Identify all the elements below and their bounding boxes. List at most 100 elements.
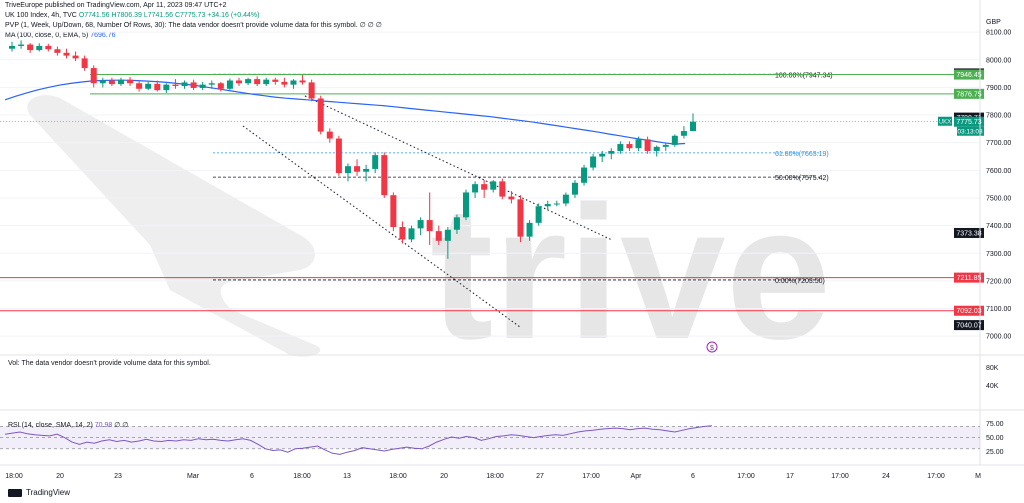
candle-body (463, 192, 469, 218)
candle-body (481, 184, 488, 190)
time-axis[interactable]: 18:00 20 23 Mar 6 18:00 13 18:00 20 18:00 27 17:00 A… (5, 473, 981, 480)
candle-body (417, 220, 424, 229)
price-label-box (954, 88, 984, 99)
candle-body (172, 84, 179, 87)
symbol-name[interactable]: UK 100 Index, 4h, TVC (5, 12, 77, 19)
symbol-tag-box (938, 116, 952, 126)
candle-body (181, 82, 188, 87)
fib-level-label: 100.00%(7947.34) (775, 72, 833, 79)
candle-body (526, 222, 533, 237)
candle-body (190, 82, 197, 88)
vol-tick-label: 80K (986, 365, 999, 372)
currency-label: GBP (986, 19, 1001, 26)
rsi-tick-label: 50.00 (986, 435, 1004, 442)
candle-body (453, 217, 460, 230)
candle-body (18, 44, 25, 46)
volume-axis: 80K 40K (986, 365, 999, 390)
candle-body (90, 68, 97, 84)
candle-body (590, 156, 597, 168)
candle-body (154, 83, 161, 91)
time-tick-label: 17:00 (927, 473, 945, 480)
candle-body (662, 144, 669, 147)
candle-body (99, 80, 106, 84)
time-tick-label: 17:00 (737, 473, 755, 480)
candle-body (581, 167, 588, 183)
vol-tick-label: 40K (986, 383, 999, 390)
grid-lines (0, 31, 980, 337)
rsi-pane[interactable]: 75.00 50.00 25.00 (0, 421, 1004, 456)
candle-body (690, 121, 696, 132)
fib-level-label: 50.00%(7575.42) (775, 175, 829, 182)
candle-body (81, 58, 88, 69)
price-tick-label: 7200.00 (986, 278, 1011, 285)
price-label-box (954, 116, 984, 127)
candle-body (63, 52, 70, 56)
candle-body (136, 83, 143, 89)
horizontal-levels[interactable] (0, 74, 980, 312)
ma-legend[interactable]: MA (100, close, 0, EMA, 5) 7696.76 (5, 31, 116, 41)
trendline-lower (242, 125, 521, 328)
candle-body (671, 135, 678, 145)
time-tick-label: 20 (440, 473, 448, 480)
price-label: 7211.85 (957, 275, 982, 282)
ohlc-close: C7775.73 (174, 12, 206, 19)
candle-body (517, 199, 524, 237)
price-tick-label: 7000.00 (986, 334, 1011, 341)
price-change: +34.16 (+0.44%) (207, 12, 260, 19)
candle-body (535, 206, 542, 223)
candle-body (508, 196, 515, 200)
pvp-label: PVP (1, Week, Up/Down, 68, Number Of Row… (5, 22, 358, 29)
candle-body (426, 220, 433, 232)
candle-body (281, 81, 288, 85)
candles (9, 40, 696, 259)
watermark-text: trive (430, 167, 831, 379)
svg-text:$: $ (710, 345, 714, 352)
candle-body (381, 155, 388, 196)
candle-body (635, 139, 642, 149)
time-tick-label: 13 (343, 473, 351, 480)
price-label: 7092.03 (956, 308, 981, 315)
candle-body (644, 139, 651, 151)
candle-body (354, 166, 361, 172)
candle-body (617, 144, 624, 151)
rsi-tick-label: 75.00 (986, 421, 1004, 428)
event-icon[interactable]: $ (706, 341, 718, 353)
candle-body (208, 83, 215, 85)
candle-body (363, 168, 370, 172)
candle-body (263, 79, 270, 85)
time-tick-label: Mar (187, 473, 200, 480)
candle-body (108, 80, 115, 85)
price-label-box (954, 305, 984, 316)
candle-body (599, 153, 606, 157)
time-tick-label: M (975, 473, 981, 480)
time-tick-label: 24 (882, 473, 890, 480)
price-tick-label: 7700.00 (986, 140, 1011, 147)
candle-body (127, 79, 134, 84)
candle-body (226, 80, 233, 89)
time-tick-label: 18:00 (389, 473, 407, 480)
candle-body (27, 44, 34, 51)
rsi-label: RSI (14, close, SMA, 14, 2) 70.98 ∅ ∅ (8, 422, 128, 429)
price-tick-label: 7300.00 (986, 251, 1011, 258)
pvp-legend[interactable]: PVP (1, Week, Up/Down, 68, Number Of Row… (5, 21, 382, 31)
footer-brand: TradingView (26, 488, 71, 497)
price-tick-label: 7600.00 (986, 168, 1011, 175)
rsi-tick-label: 25.00 (986, 449, 1004, 456)
rsi-line (4, 425, 713, 455)
price-label: 7040.07 (956, 323, 981, 330)
candle-body (399, 226, 406, 240)
time-tick-label: 6 (250, 473, 254, 480)
price-tick-label: 7900.00 (986, 85, 1011, 92)
rsi-band (0, 426, 980, 449)
trend-channel[interactable] (242, 95, 613, 328)
price-label: 7946.45 (956, 72, 981, 79)
symbol-tag: UKX (939, 120, 951, 126)
ma-value: 7696.76 (90, 32, 116, 39)
price-axis[interactable]: 7000.00 7100.00 7200.00 7300.00 7400.00 7500.… (986, 30, 1011, 341)
time-tick-label: 23 (114, 473, 122, 480)
candle-body (390, 195, 397, 227)
ohlc-low: L7741.56 (143, 12, 174, 19)
price-tick-label: 7800.00 (986, 113, 1011, 120)
trendline-upper (304, 95, 613, 241)
